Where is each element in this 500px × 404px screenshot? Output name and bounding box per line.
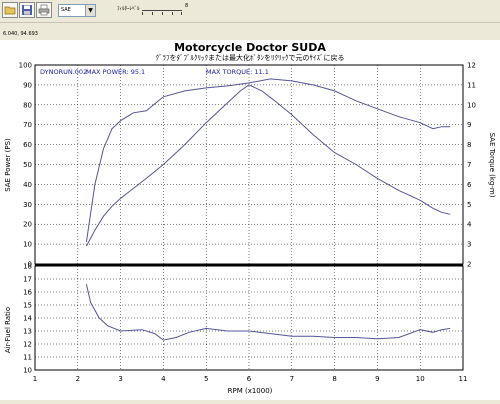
open-file-button[interactable]: [2, 2, 18, 18]
x-tick-label: 6: [247, 375, 252, 383]
power-series-line: [85, 84, 451, 247]
x-tick-label: 8: [332, 375, 336, 383]
x-tick-label: 9: [375, 375, 379, 383]
y-axis-label-torque: SAE Torque (kg-m): [488, 133, 496, 198]
x-tick-label: 1: [33, 375, 37, 383]
y-tick-label-afr: 17: [23, 276, 32, 284]
dyno-chart-area[interactable]: Motorcycle Doctor SUDA ｸﾞﾗﾌをﾀﾞﾌﾞﾙｸﾘｯｸまたは…: [0, 40, 500, 400]
save-button[interactable]: [19, 2, 35, 18]
y-tick-label-power: 20: [23, 221, 32, 229]
chevron-down-icon: ▼: [85, 5, 95, 16]
x-tick-label: 5: [204, 375, 208, 383]
x-tick-label: 2: [76, 375, 80, 383]
y-tick-label-power: 70: [23, 121, 32, 129]
print-button[interactable]: [36, 2, 52, 18]
chart-title: Motorcycle Doctor SUDA: [174, 41, 326, 54]
y-tick-label-torque: 12: [467, 62, 476, 70]
x-tick-label: 11: [459, 375, 468, 383]
y-tick-label-afr: 16: [23, 289, 32, 297]
dyno-chart[interactable]: Motorcycle Doctor SUDA ｸﾞﾗﾌをﾀﾞﾌﾞﾙｸﾘｯｸまたは…: [0, 40, 500, 400]
power-standard-value: SAE: [61, 7, 71, 13]
y-tick-label-power: 60: [23, 141, 32, 149]
y-axis-label-power: SAE Power (PS): [4, 138, 12, 192]
x-tick-label: 10: [416, 375, 425, 383]
cursor-coordinates: 6.040, 94.693: [3, 31, 38, 37]
y-tick-label-torque: 10: [467, 101, 476, 109]
x-tick-label: 4: [161, 375, 166, 383]
afr-series-line: [85, 284, 451, 341]
y-tick-label-afr: 14: [23, 315, 32, 323]
filter-level-value: 8: [185, 3, 189, 9]
y-tick-label-power: 0: [28, 261, 32, 269]
y-tick-label-torque: 3: [467, 241, 471, 249]
folder-icon: [4, 6, 16, 15]
y-axis-label-afr: Air-Fuel Ratio: [4, 307, 12, 353]
y-tick-label-afr: 13: [23, 328, 32, 336]
y-tick-label-torque: 9: [467, 121, 471, 129]
y-tick-label-afr: 10: [23, 367, 32, 375]
y-tick-label-torque: 2: [467, 261, 471, 269]
y-tick-label-torque: 5: [467, 201, 471, 209]
y-tick-label-afr: 15: [23, 302, 32, 310]
x-axis-label: RPM (x1000): [228, 387, 273, 395]
y-tick-label-power: 90: [23, 81, 32, 89]
y-tick-label-torque: 11: [467, 81, 476, 89]
y-tick-label-torque: 7: [467, 161, 471, 169]
file-label: DYNORUN.002: [40, 68, 87, 76]
max-power-label: MAX POWER: 95.1: [86, 68, 145, 76]
max-torque-label: MAX TORQUE: 11.1: [206, 68, 269, 76]
power-standard-select[interactable]: SAE ▼: [58, 4, 96, 17]
filter-level-label: ﾌｨﾙﾀｰﾚﾍﾞﾙ: [117, 6, 140, 12]
chart-subtitle: ｸﾞﾗﾌをﾀﾞﾌﾞﾙｸﾘｯｸまたは最大化ﾎﾞﾀﾝをﾘｸﾘｯｸで元のｻｲｽﾞに戻る: [156, 53, 345, 62]
y-tick-label-afr: 18: [23, 263, 32, 271]
x-tick-label: 7: [290, 375, 294, 383]
y-tick-label-power: 50: [23, 161, 32, 169]
toolbar: SAE ▼ ﾌｨﾙﾀｰﾚﾍﾞﾙ 8: [0, 0, 500, 23]
torque-series-line: [85, 78, 451, 243]
y-tick-label-power: 10: [23, 241, 32, 249]
y-tick-label-power: 100: [19, 62, 32, 70]
printer-icon: [38, 4, 50, 16]
y-tick-label-torque: 8: [467, 141, 471, 149]
y-tick-label-power: 40: [23, 181, 32, 189]
save-icon: [22, 5, 32, 15]
y-tick-label-torque: 6: [467, 181, 472, 189]
y-tick-label-afr: 11: [23, 354, 32, 362]
y-tick-label-power: 80: [23, 101, 32, 109]
y-tick-label-power: 30: [23, 201, 32, 209]
y-tick-label-torque: 4: [467, 221, 472, 229]
x-tick-label: 3: [118, 375, 122, 383]
y-tick-label-afr: 12: [23, 341, 32, 349]
